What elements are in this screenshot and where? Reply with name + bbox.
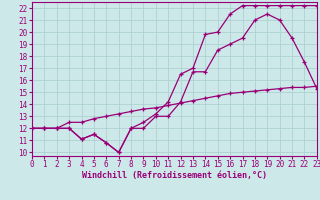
X-axis label: Windchill (Refroidissement éolien,°C): Windchill (Refroidissement éolien,°C) — [82, 171, 267, 180]
